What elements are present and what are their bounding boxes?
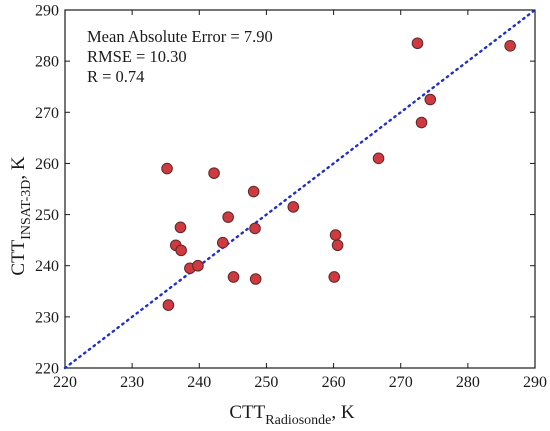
- data-point: [247, 185, 260, 198]
- stats-mae: Mean Absolute Error = 7.90: [87, 27, 273, 46]
- one-to-one-reference-line: [63, 8, 537, 370]
- data-point: [175, 244, 187, 257]
- plot-area-frame: [64, 9, 536, 369]
- y-tick-label: 270: [35, 105, 59, 122]
- x-tick-label: 290: [523, 374, 547, 391]
- stats-annotation: Mean Absolute Error = 7.90 RMSE = 10.30 …: [87, 27, 273, 86]
- y-axis-label-main: CTT: [8, 239, 29, 275]
- y-tick-label: 260: [35, 156, 59, 173]
- x-tick-label: 240: [187, 374, 211, 391]
- x-axis-label-subscript: Radiosonde: [265, 413, 331, 428]
- y-axis-label-subscript: INSAT-3D: [19, 180, 34, 240]
- data-point: [249, 222, 261, 235]
- x-tick-label: 250: [254, 374, 278, 391]
- data-point: [372, 152, 385, 165]
- stats-r: R = 0.74: [87, 67, 144, 86]
- y-axis-label: CTTINSAT-3D, K: [8, 156, 34, 276]
- tick-labels: 220 230 240 250 260 270 280 290 220 230 240 250 260 2…: [35, 3, 547, 392]
- x-tick-label: 280: [456, 374, 480, 391]
- data-point: [415, 116, 428, 129]
- x-tick-label: 260: [322, 374, 346, 391]
- data-point: [249, 273, 262, 285]
- y-axis-label-suffix: , K: [8, 156, 29, 180]
- y-tick-label: 240: [35, 258, 59, 275]
- data-point: [208, 167, 220, 179]
- y-tick-label: 220: [35, 361, 59, 378]
- data-point: [161, 162, 173, 175]
- x-tick-label: 220: [53, 374, 77, 391]
- data-point: [331, 239, 344, 252]
- x-axis-label-main: CTT: [229, 402, 265, 423]
- y-tick-label: 250: [35, 207, 59, 224]
- data-point: [174, 221, 187, 234]
- data-point: [222, 211, 234, 223]
- data-point: [328, 271, 341, 283]
- data-point: [216, 236, 229, 249]
- y-tick-label: 280: [35, 54, 59, 71]
- y-tick-label: 230: [35, 309, 59, 326]
- y-tick-label: 290: [35, 3, 59, 20]
- x-tick-label: 270: [389, 374, 413, 391]
- data-point: [329, 229, 342, 241]
- x-axis-label-suffix: , K: [331, 402, 355, 423]
- stats-rmse: RMSE = 10.30: [87, 47, 187, 66]
- data-point: [227, 271, 240, 283]
- x-axis-label: CTTRadiosonde, K: [229, 402, 355, 428]
- data-point: [192, 259, 204, 272]
- data-point: [287, 201, 300, 213]
- data-point: [411, 37, 424, 50]
- data-point: [504, 40, 516, 52]
- tick-marks: [64, 9, 536, 369]
- x-tick-label: 230: [120, 374, 144, 391]
- data-point: [162, 299, 175, 311]
- data-points: [161, 37, 516, 311]
- data-point: [424, 93, 437, 106]
